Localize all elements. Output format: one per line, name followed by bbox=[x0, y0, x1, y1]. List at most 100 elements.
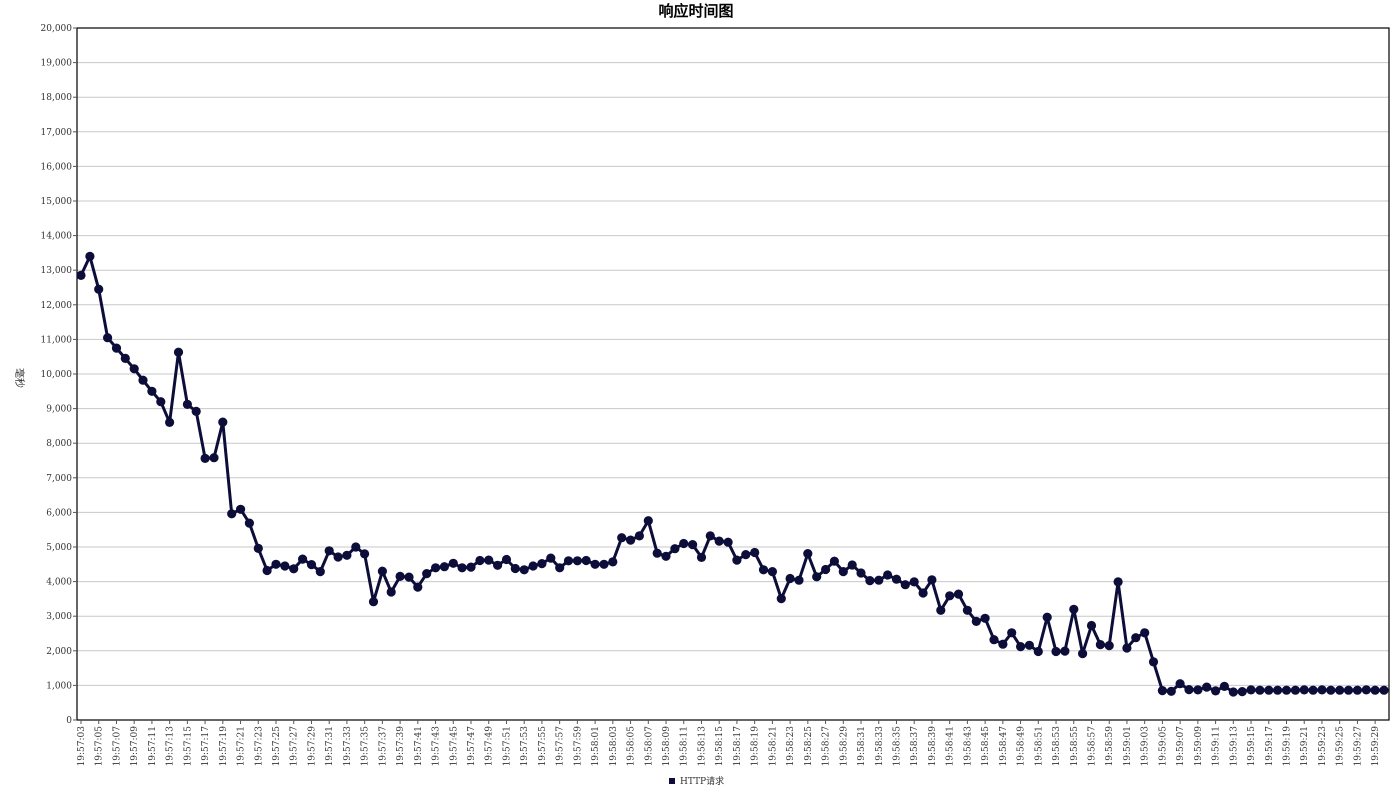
data-point bbox=[953, 589, 964, 599]
y-tick-label: 10,000 bbox=[41, 370, 73, 380]
y-tick-label: 15,000 bbox=[41, 197, 73, 207]
data-point bbox=[333, 552, 343, 562]
y-tick-label: 13,000 bbox=[41, 266, 73, 276]
data-point bbox=[484, 555, 494, 565]
data-point bbox=[1343, 685, 1354, 695]
data-point bbox=[120, 353, 130, 363]
data-point bbox=[475, 555, 485, 566]
data-point bbox=[865, 576, 875, 586]
x-tick-label: 19:57:57 bbox=[556, 726, 566, 767]
x-tick-label: 19:57:29 bbox=[307, 726, 317, 767]
y-tick-label: 17,000 bbox=[41, 128, 73, 138]
x-tick-label: 19:57:35 bbox=[361, 726, 371, 767]
data-point bbox=[794, 575, 804, 585]
x-tick-label: 19:57:41 bbox=[414, 726, 424, 766]
data-point bbox=[537, 559, 547, 569]
x-tick-label: 19:58:01 bbox=[591, 726, 601, 766]
data-point bbox=[563, 556, 574, 566]
y-tick-label: 5,000 bbox=[46, 543, 72, 553]
data-point bbox=[1175, 679, 1185, 689]
y-axis-label: 毫秒 bbox=[13, 368, 26, 388]
x-axis-ticks: 19:57:03 19:57:05 19:57:07 19:57:09 19:57:11… bbox=[77, 720, 1381, 766]
data-point bbox=[758, 565, 769, 575]
x-tick-label: 19:58:35 bbox=[892, 726, 902, 767]
x-tick-label: 19:57:51 bbox=[502, 726, 512, 766]
x-tick-label: 19:57:23 bbox=[254, 726, 264, 767]
data-point bbox=[617, 533, 627, 543]
data-point bbox=[821, 564, 831, 575]
y-tick-label: 11,000 bbox=[41, 335, 73, 345]
x-tick-label: 19:59:01 bbox=[1123, 726, 1133, 766]
x-tick-label: 19:58:23 bbox=[786, 726, 796, 767]
data-point bbox=[360, 549, 370, 559]
y-tick-label: 8,000 bbox=[46, 439, 72, 449]
data-point bbox=[227, 509, 237, 519]
data-point bbox=[138, 375, 148, 385]
data-point bbox=[1086, 620, 1097, 631]
data-point bbox=[1140, 628, 1150, 638]
x-tick-label: 19:59:09 bbox=[1194, 726, 1204, 767]
y-tick-label: 6,000 bbox=[46, 508, 72, 518]
data-point bbox=[767, 567, 778, 577]
x-tick-label: 19:58:03 bbox=[609, 726, 619, 767]
data-point bbox=[1219, 681, 1229, 692]
x-tick-label: 19:57:19 bbox=[219, 726, 229, 767]
x-tick-label: 19:59:21 bbox=[1300, 726, 1310, 766]
data-point bbox=[1024, 640, 1034, 650]
legend-label-http-requests: HTTP请求 bbox=[680, 775, 724, 787]
data-point bbox=[111, 343, 122, 353]
data-point bbox=[200, 453, 210, 463]
data-point bbox=[626, 535, 636, 545]
data-point bbox=[1361, 685, 1371, 695]
data-point bbox=[891, 574, 902, 584]
data-point bbox=[236, 504, 246, 514]
data-point bbox=[634, 531, 645, 541]
x-tick-label: 19:59:19 bbox=[1282, 726, 1292, 767]
data-point bbox=[103, 333, 113, 343]
data-point bbox=[244, 518, 254, 528]
data-point bbox=[936, 605, 946, 615]
data-point bbox=[439, 562, 449, 572]
data-point bbox=[404, 572, 414, 582]
data-point bbox=[883, 570, 893, 580]
data-point bbox=[652, 548, 662, 558]
data-point bbox=[1352, 685, 1362, 695]
data-point bbox=[1007, 628, 1017, 638]
x-tick-label: 19:59:11 bbox=[1212, 726, 1222, 766]
data-point bbox=[1104, 641, 1114, 651]
x-tick-label: 19:58:57 bbox=[1087, 726, 1097, 767]
data-point bbox=[94, 284, 104, 294]
data-point bbox=[723, 537, 733, 547]
x-tick-label: 19:58:17 bbox=[733, 726, 743, 767]
y-tick-label: 16,000 bbox=[41, 162, 73, 172]
data-point bbox=[1264, 685, 1274, 695]
x-tick-label: 19:57:39 bbox=[396, 726, 406, 767]
data-point bbox=[342, 550, 352, 560]
data-point bbox=[218, 417, 228, 427]
data-point bbox=[918, 588, 928, 598]
data-point bbox=[76, 270, 86, 280]
x-tick-label: 19:58:05 bbox=[627, 726, 637, 767]
data-point bbox=[1326, 685, 1336, 695]
y-tick-label: 3,000 bbox=[46, 612, 72, 622]
data-point bbox=[1379, 685, 1389, 695]
data-point bbox=[1237, 687, 1247, 697]
data-point bbox=[501, 554, 512, 565]
data-point bbox=[1370, 685, 1380, 695]
data-point bbox=[555, 563, 565, 573]
x-tick-label: 19:58:27 bbox=[822, 726, 832, 767]
x-tick-label: 19:57:31 bbox=[325, 726, 335, 766]
x-tick-label: 19:57:21 bbox=[237, 726, 247, 766]
data-point bbox=[989, 635, 999, 645]
x-tick-label: 19:58:31 bbox=[857, 726, 867, 766]
y-tick-label: 9,000 bbox=[46, 405, 72, 415]
data-point bbox=[705, 531, 715, 541]
data-point bbox=[1051, 646, 1061, 657]
data-point bbox=[971, 616, 981, 627]
y-tick-label: 12,000 bbox=[41, 301, 73, 311]
data-point bbox=[590, 559, 600, 569]
x-tick-label: 19:59:27 bbox=[1353, 726, 1363, 767]
data-point bbox=[998, 639, 1008, 649]
data-point bbox=[324, 546, 334, 556]
data-point bbox=[696, 552, 707, 563]
